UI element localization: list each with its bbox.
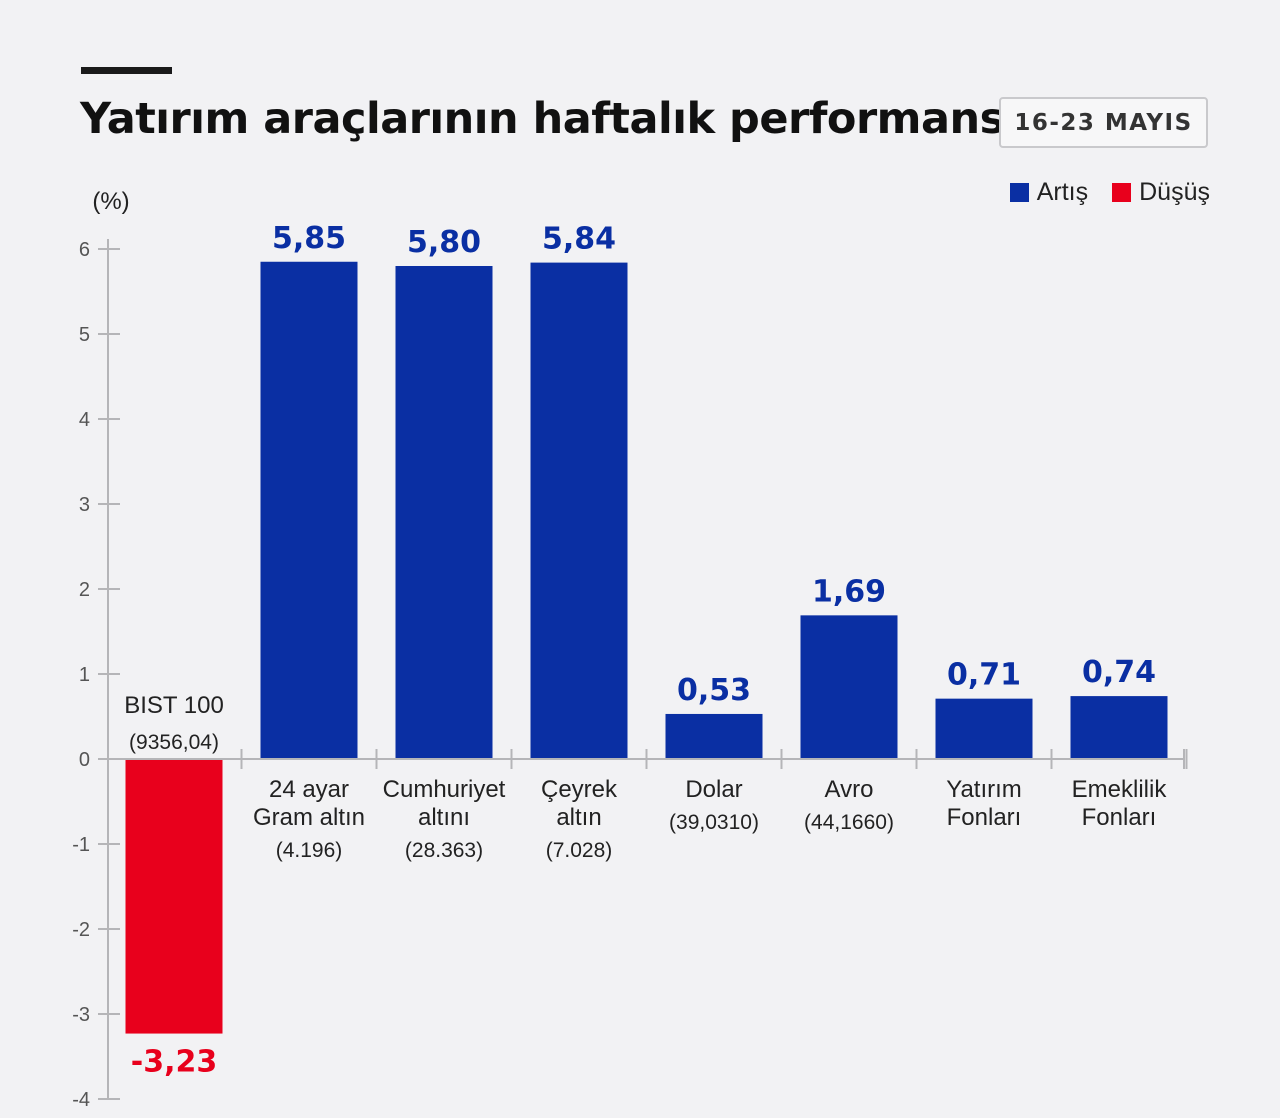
category-label: Çeyrek xyxy=(541,776,618,803)
bar xyxy=(665,713,763,759)
data-label: 0,74 xyxy=(1082,655,1156,690)
y-tick-label: -3 xyxy=(72,1004,90,1026)
y-tick-label: -2 xyxy=(72,919,90,941)
bar xyxy=(935,698,1033,759)
category-label: Fonları xyxy=(947,804,1022,831)
y-tick-label: 1 xyxy=(79,664,90,686)
category-label: Fonları xyxy=(1082,804,1157,831)
legend: Artış Düşüş xyxy=(1009,178,1210,207)
y-tick-label: 0 xyxy=(79,749,90,771)
title-rule xyxy=(81,67,172,74)
data-label: 1,69 xyxy=(812,574,886,609)
data-label: 5,80 xyxy=(407,225,481,260)
category-label: BIST 100 xyxy=(124,692,224,719)
y-tick-label: 6 xyxy=(79,239,90,261)
category-label: Gram altın xyxy=(253,804,365,831)
legend-label-dusus: Düşüş xyxy=(1139,178,1210,206)
bar xyxy=(260,261,358,759)
bar xyxy=(395,266,493,759)
category-label: (7.028) xyxy=(546,839,613,862)
data-label: 5,84 xyxy=(542,222,616,257)
data-label: 0,53 xyxy=(677,673,751,708)
y-tick-label: -1 xyxy=(72,834,90,856)
category-label: 24 ayar xyxy=(269,776,349,803)
y-axis-label: (%) xyxy=(92,188,129,215)
legend-item-artis: Artış xyxy=(1009,178,1089,207)
category-label: altını xyxy=(418,804,470,831)
category-label: (44,1660) xyxy=(804,811,894,834)
category-label: Emeklilik xyxy=(1072,776,1168,803)
category-label: Dolar xyxy=(685,776,742,803)
category-label: Avro xyxy=(825,776,874,803)
y-tick-label: 4 xyxy=(79,409,90,431)
bar xyxy=(1070,696,1168,759)
category-label: Yatırım xyxy=(946,776,1022,803)
category-label: altın xyxy=(556,804,601,831)
data-label: 5,85 xyxy=(272,221,346,256)
chart-title: Yatırım araçlarının haftalık performansı xyxy=(80,94,1019,144)
category-label: (9356,04) xyxy=(129,731,219,754)
y-tick-label: -4 xyxy=(72,1089,90,1111)
category-label: (39,0310) xyxy=(669,811,759,834)
data-label: -3,23 xyxy=(131,1045,217,1080)
y-tick-label: 5 xyxy=(79,324,90,346)
legend-swatch-artis xyxy=(1009,183,1029,202)
y-tick-label: 2 xyxy=(79,579,90,601)
legend-swatch-dusus xyxy=(1112,183,1132,202)
date-badge: 16-23 MAYIS xyxy=(999,97,1208,148)
category-label: (4.196) xyxy=(276,839,343,862)
category-label: Cumhuriyet xyxy=(383,776,506,803)
bar xyxy=(125,759,223,1034)
y-tick-label: 3 xyxy=(79,494,90,516)
bar xyxy=(530,262,628,759)
category-label: (28.363) xyxy=(405,839,483,862)
legend-item-dusus: Düşüş xyxy=(1112,178,1210,207)
data-label: 0,71 xyxy=(947,658,1021,693)
bar xyxy=(800,615,898,759)
legend-label-artis: Artış xyxy=(1036,178,1089,206)
